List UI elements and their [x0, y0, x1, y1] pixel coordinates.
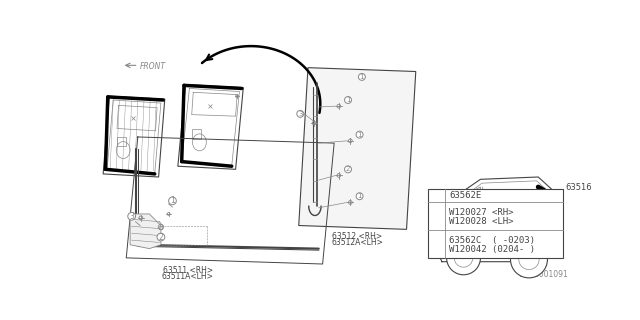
Polygon shape: [444, 187, 481, 218]
Bar: [428, 188, 563, 258]
Text: 63562C  ( -0203): 63562C ( -0203): [449, 236, 535, 245]
Polygon shape: [540, 188, 554, 215]
Text: W120042 (0204- ): W120042 (0204- ): [449, 245, 535, 254]
Circle shape: [356, 131, 363, 138]
Bar: [159, 226, 163, 228]
Circle shape: [344, 166, 351, 173]
Text: 3: 3: [298, 111, 303, 117]
Circle shape: [447, 241, 481, 275]
Text: FRONT: FRONT: [140, 62, 166, 71]
Text: 63511A<LH>: 63511A<LH>: [162, 272, 214, 281]
Circle shape: [157, 233, 164, 241]
Text: 63512 <RH>: 63512 <RH>: [332, 232, 382, 241]
Polygon shape: [299, 68, 416, 229]
Circle shape: [432, 239, 441, 249]
Text: 63511 <RH>: 63511 <RH>: [163, 266, 213, 275]
Circle shape: [432, 212, 441, 221]
Text: A901001091: A901001091: [520, 270, 568, 279]
Text: 1: 1: [357, 193, 362, 199]
Text: 3: 3: [434, 239, 439, 249]
Text: W120028 <LH>: W120028 <LH>: [449, 217, 513, 226]
Text: 2: 2: [346, 166, 350, 172]
Circle shape: [128, 212, 136, 220]
Text: 63562E: 63562E: [449, 191, 481, 200]
Text: 1: 1: [170, 196, 175, 205]
Text: 1: 1: [360, 74, 364, 80]
Text: 1: 1: [357, 132, 362, 138]
Text: 63516: 63516: [565, 182, 592, 191]
Polygon shape: [130, 214, 161, 249]
Text: 1: 1: [434, 191, 439, 200]
Circle shape: [432, 191, 441, 200]
Text: 2: 2: [159, 233, 163, 242]
Text: W120027 <RH>: W120027 <RH>: [449, 208, 513, 217]
Circle shape: [168, 197, 176, 205]
Bar: [192, 129, 201, 139]
Polygon shape: [435, 177, 561, 262]
Circle shape: [297, 110, 304, 117]
Text: 63512A<LH>: 63512A<LH>: [332, 238, 383, 247]
Circle shape: [356, 193, 363, 200]
Circle shape: [344, 97, 351, 103]
Circle shape: [358, 73, 365, 80]
Bar: [117, 137, 126, 146]
Text: 1: 1: [346, 97, 350, 103]
Circle shape: [511, 241, 547, 278]
Text: 2: 2: [434, 212, 439, 221]
Text: 3: 3: [129, 212, 134, 221]
